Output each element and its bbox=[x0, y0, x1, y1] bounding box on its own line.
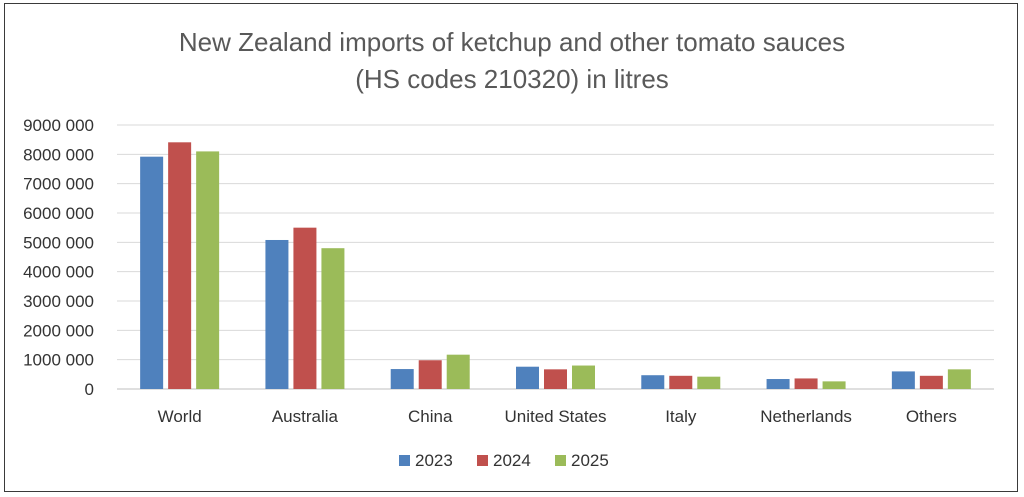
legend-swatch-2025 bbox=[555, 455, 566, 466]
bars bbox=[140, 142, 971, 389]
y-tick-label: 5000 000 bbox=[23, 233, 94, 252]
bar-2024-australia bbox=[293, 227, 317, 389]
legend-label-2023: 2023 bbox=[415, 451, 453, 470]
bar-2023-australia bbox=[265, 239, 289, 389]
x-category-label: United States bbox=[504, 407, 606, 426]
y-axis-ticks: 0 1000 000 2000 000 3000 000 4000 000 5000 00… bbox=[23, 116, 94, 399]
bar-2024-united-states bbox=[544, 369, 567, 389]
bar-2024-italy bbox=[669, 375, 693, 389]
y-tick-label: 8000 000 bbox=[23, 145, 94, 164]
chart-title-line-2: (HS codes 210320) in litres bbox=[355, 64, 669, 94]
bar-2024-china bbox=[418, 360, 442, 389]
y-tick-label: 2000 000 bbox=[23, 321, 94, 340]
legend-swatch-2024 bbox=[477, 455, 488, 466]
bar-2023-italy bbox=[641, 375, 665, 389]
bar-2023-china bbox=[390, 369, 414, 389]
x-category-label: China bbox=[408, 407, 453, 426]
legend-label-2024: 2024 bbox=[493, 451, 531, 470]
bar-2024-world bbox=[168, 142, 192, 389]
bar-2023-world bbox=[140, 156, 164, 389]
y-tick-label: 4000 000 bbox=[23, 263, 94, 282]
bar-2023-others bbox=[891, 371, 915, 389]
bar-2023-united-states bbox=[516, 366, 539, 389]
y-tick-label: 9000 000 bbox=[23, 116, 94, 135]
y-tick-label: 7000 000 bbox=[23, 175, 94, 194]
legend-label-2025: 2025 bbox=[571, 451, 609, 470]
bar-2025-netherlands bbox=[822, 381, 846, 389]
bar-2025-world bbox=[196, 151, 220, 389]
legend-swatch-2023 bbox=[399, 455, 410, 466]
bar-2024-others bbox=[919, 375, 943, 389]
x-category-label: Others bbox=[906, 407, 957, 426]
chart-title-line-1: New Zealand imports of ketchup and other… bbox=[179, 27, 845, 57]
x-axis-categories: World Australia China United States Italy Net… bbox=[158, 407, 957, 426]
bar-2025-united-states bbox=[572, 365, 595, 389]
y-tick-label: 3000 000 bbox=[23, 292, 94, 311]
bar-2025-china bbox=[446, 354, 470, 389]
y-tick-label: 0 bbox=[85, 380, 94, 399]
legend: 2023 2024 2025 bbox=[399, 451, 609, 470]
y-tick-label: 1000 000 bbox=[23, 351, 94, 370]
x-category-label: Italy bbox=[665, 407, 697, 426]
bar-2025-australia bbox=[321, 248, 345, 389]
bar-2024-netherlands bbox=[794, 378, 818, 389]
bar-2025-italy bbox=[697, 376, 721, 389]
bar-2025-others bbox=[947, 369, 971, 389]
bar-2023-netherlands bbox=[766, 379, 790, 389]
gridlines bbox=[117, 124, 994, 390]
x-category-label: Netherlands bbox=[760, 407, 852, 426]
y-tick-label: 6000 000 bbox=[23, 204, 94, 223]
x-category-label: World bbox=[158, 407, 202, 426]
x-category-label: Australia bbox=[272, 407, 339, 426]
